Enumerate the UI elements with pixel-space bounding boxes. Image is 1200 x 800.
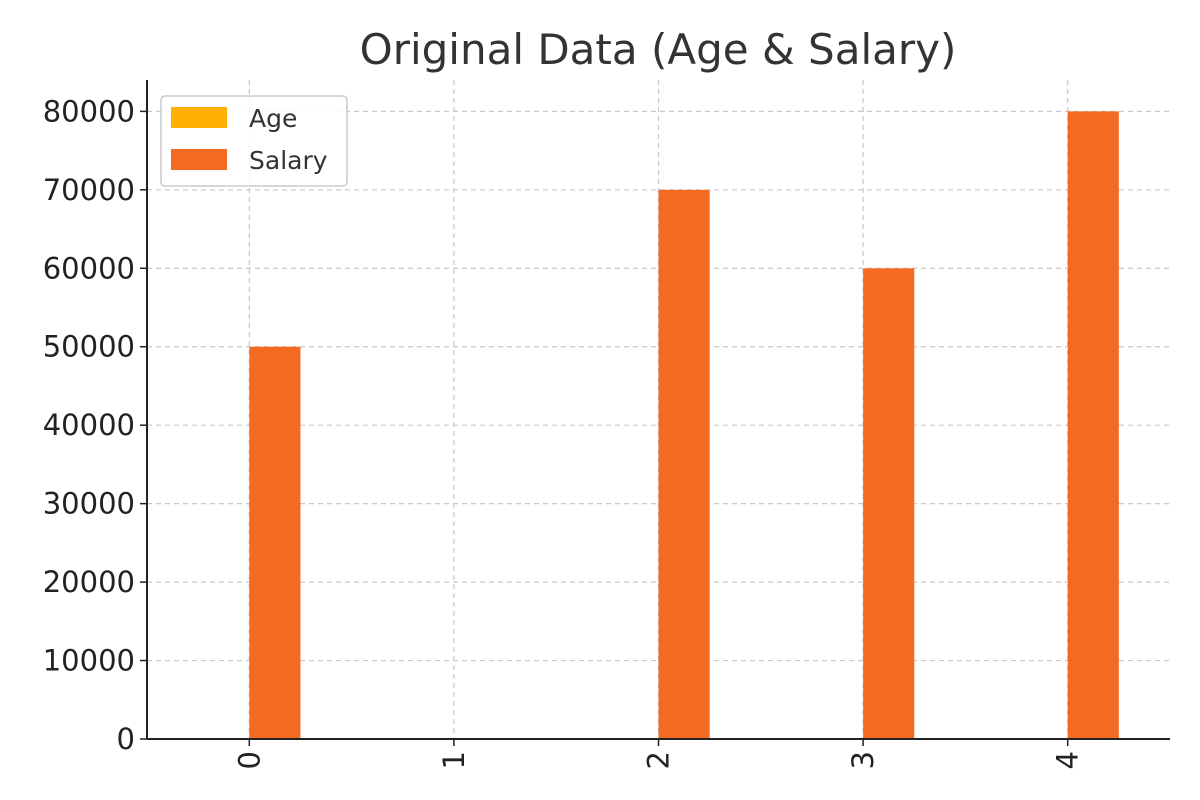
bar-salary-3 bbox=[863, 268, 915, 739]
y-tick-label: 10000 bbox=[43, 644, 135, 678]
y-tick-label: 50000 bbox=[43, 330, 135, 364]
y-tick-label: 40000 bbox=[43, 408, 135, 442]
legend-swatch-age bbox=[171, 107, 227, 128]
bar-salary-4 bbox=[1067, 111, 1119, 739]
x-tick-label: 4 bbox=[1051, 751, 1085, 769]
chart-title: Original Data (Age & Salary) bbox=[360, 25, 957, 74]
bars bbox=[249, 111, 1119, 740]
legend: Age Salary bbox=[160, 95, 348, 187]
x-tick-label: 1 bbox=[437, 751, 471, 769]
bar-salary-0 bbox=[249, 346, 301, 739]
y-tick-label: 20000 bbox=[43, 565, 135, 599]
y-tick-label: 0 bbox=[117, 722, 135, 756]
y-tick-label: 70000 bbox=[43, 173, 135, 207]
y-tick-label: 60000 bbox=[43, 251, 135, 285]
x-tick-label: 2 bbox=[642, 751, 676, 769]
y-tick-label: 30000 bbox=[43, 487, 135, 521]
legend-label-salary: Salary bbox=[249, 146, 328, 175]
legend-label-age: Age bbox=[249, 104, 297, 133]
x-tick-label: 3 bbox=[846, 751, 880, 769]
bar-salary-2 bbox=[658, 189, 710, 740]
y-axis-ticks: 0 10000 20000 30000 40000 50000 60000 70000 8000… bbox=[43, 94, 147, 756]
legend-swatch-salary bbox=[171, 149, 227, 170]
y-tick-label: 80000 bbox=[43, 94, 135, 128]
x-axis-ticks: 0 1 2 3 4 bbox=[232, 739, 1085, 769]
x-tick-label: 0 bbox=[232, 751, 266, 769]
